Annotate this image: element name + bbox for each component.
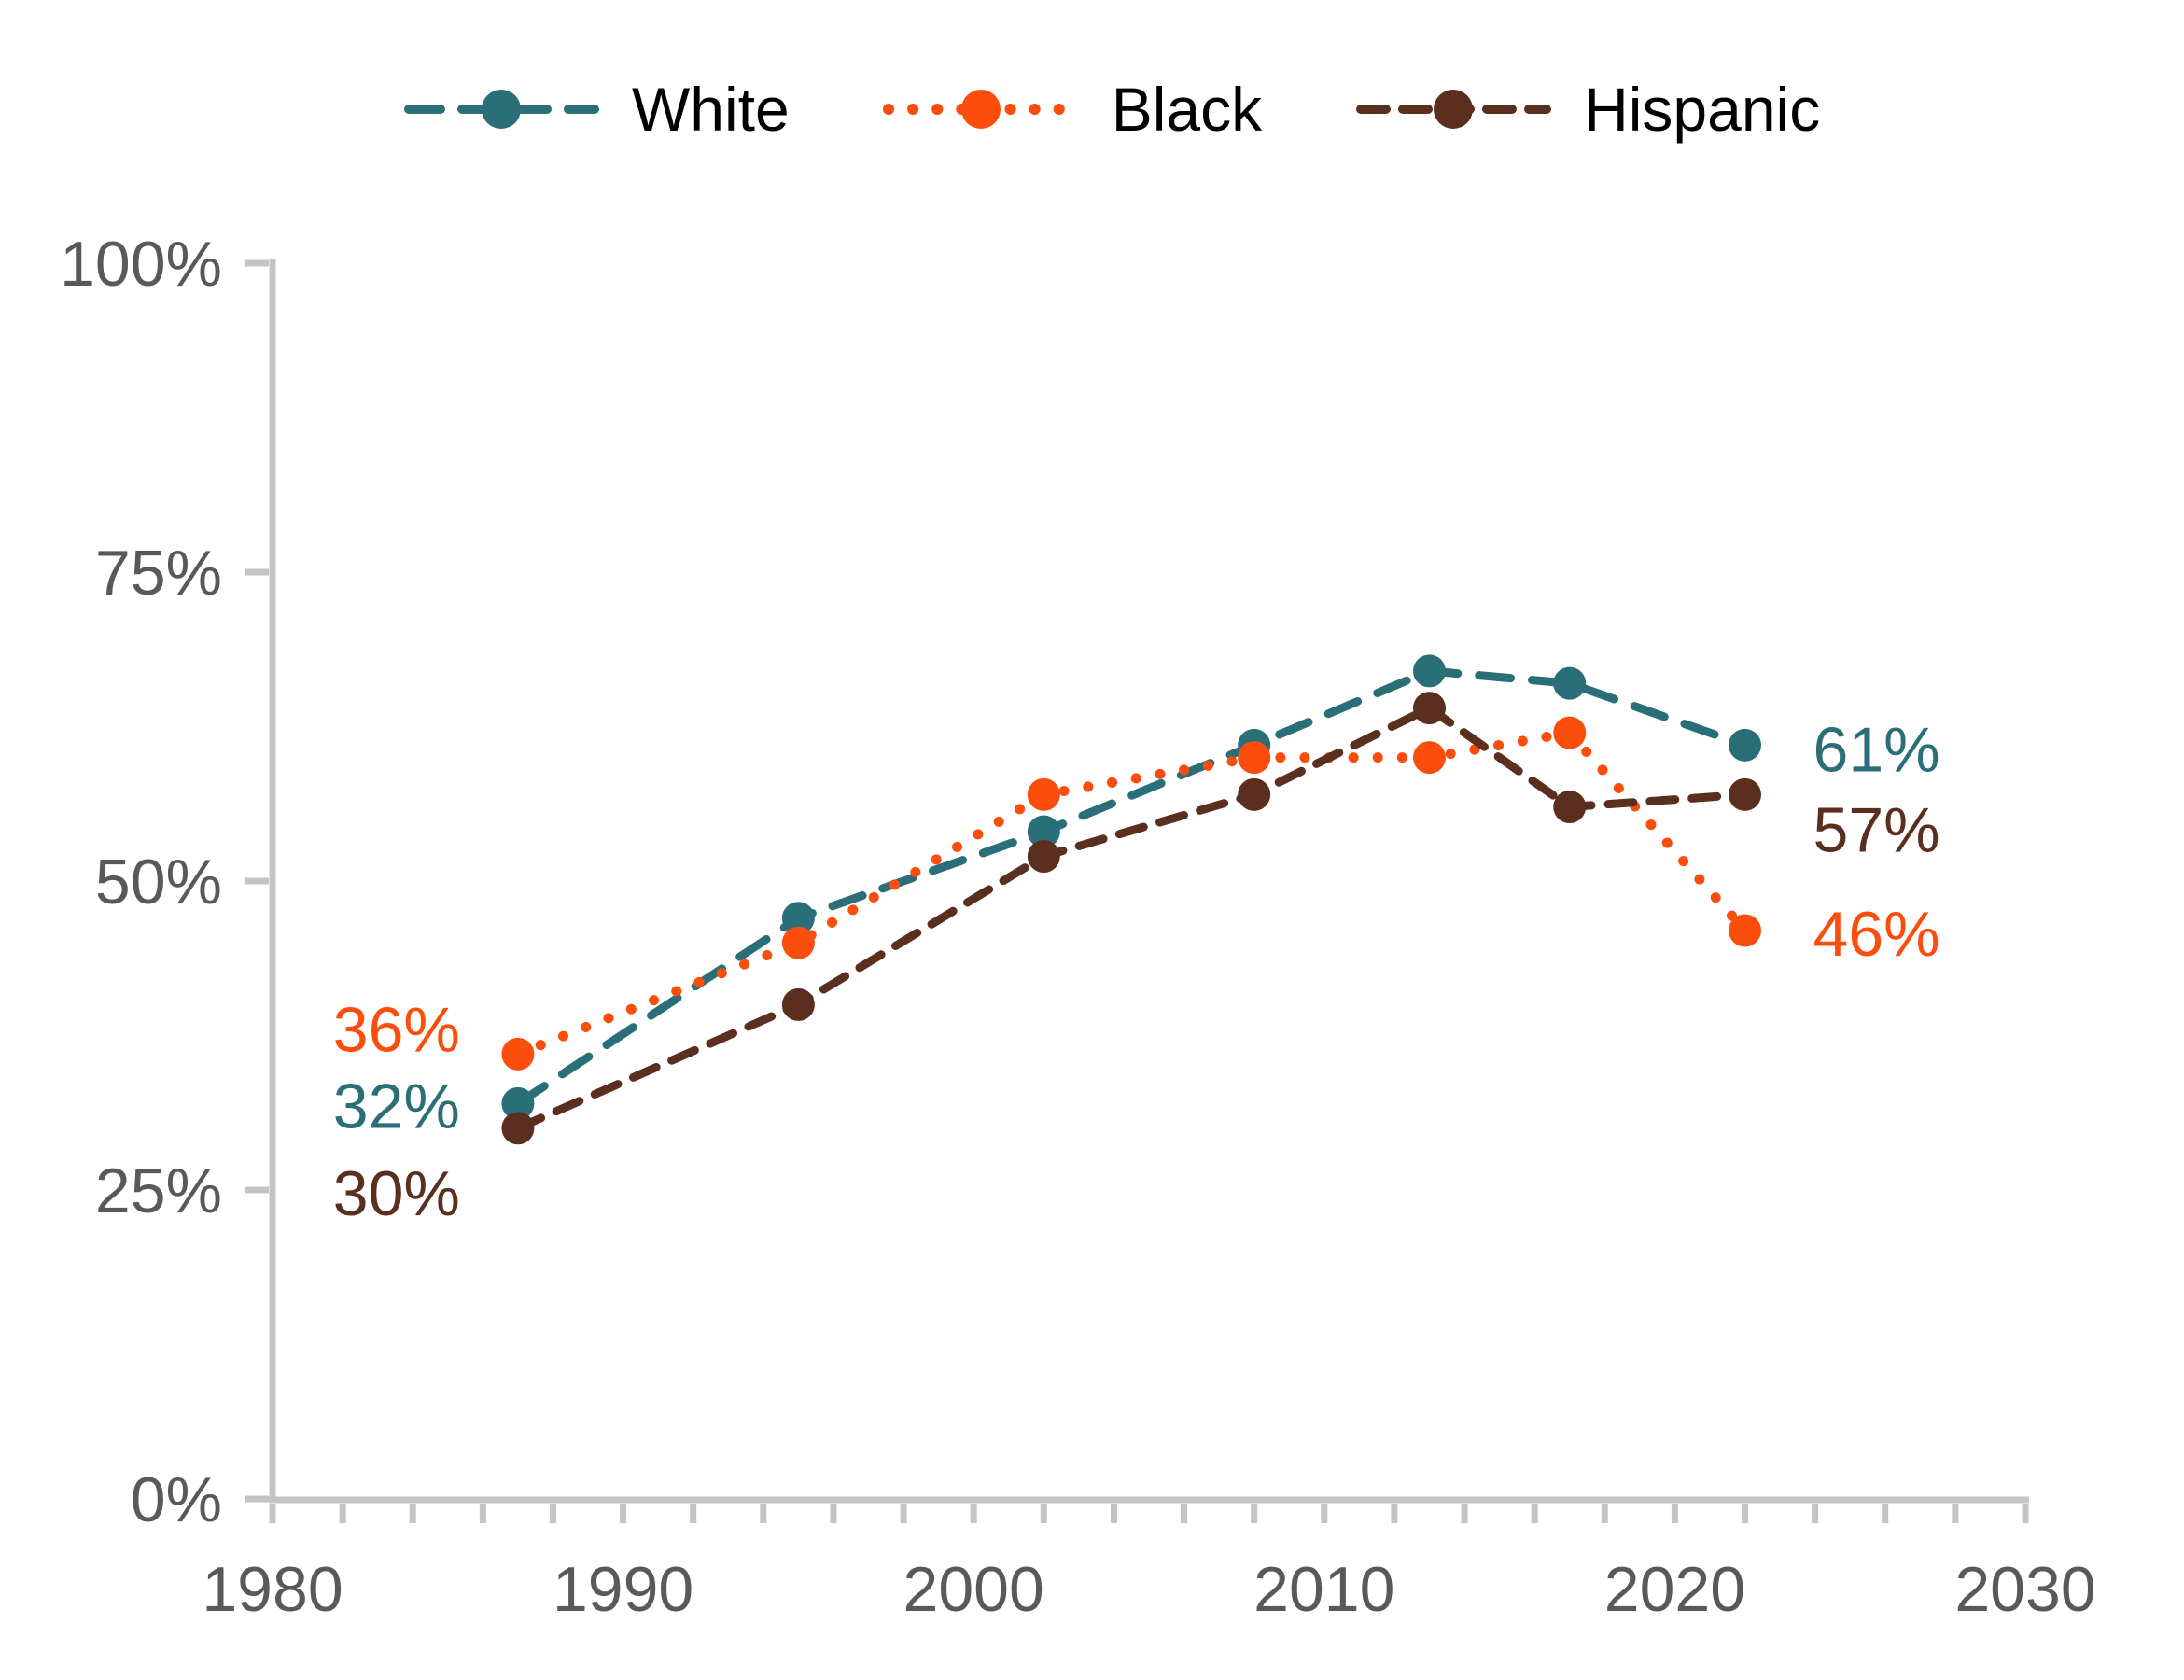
point-hispanic-1987 [501,1112,535,1145]
legend-label-hispanic: Hispanic [1584,75,1821,144]
point-black-2022 [1729,914,1762,947]
hispanic-dashed-line-icon [1356,90,1552,129]
y-tick-label: 25% [95,1155,222,1226]
white-dashed-line-icon [404,90,599,129]
point-white-1995 [781,902,815,935]
y-tick-label: 100% [60,229,222,300]
legend-marker-black [960,90,1001,129]
point-hispanic-2017 [1553,791,1587,824]
point-hispanic-2002 [1027,840,1060,874]
start-label-black: 36% [333,994,460,1065]
y-tick-label: 50% [95,847,222,917]
x-tick-label: 2000 [903,1554,1044,1625]
end-label-white: 61% [1813,714,1940,785]
axes [245,259,2029,1523]
point-black-2017 [1553,716,1587,749]
legend-item-hispanic: Hispanic [1353,78,1820,140]
point-white-2013 [1412,654,1446,688]
line-hispanic [513,704,1750,1133]
legend-label-white: White [632,75,790,144]
legend-marker-white [482,90,521,129]
start-label-white: 32% [333,1071,460,1141]
point-black-2013 [1412,741,1446,775]
point-hispanic-2008 [1238,777,1271,811]
series-black [501,716,1762,1071]
x-tick-label: 1990 [553,1554,693,1625]
tick-labels: 0% 25% 50% 75% 100% 1980 1990 2000 2010 2020 2030 [60,229,2096,1625]
point-black-2002 [1027,777,1060,811]
point-white-2022 [1729,728,1762,762]
line-black [512,727,1751,1059]
start-label-hispanic: 30% [333,1158,460,1229]
point-black-1987 [501,1037,535,1071]
legend-marker-hispanic [1434,90,1474,129]
end-label-black: 46% [1813,899,1940,970]
x-tick-label: 2010 [1253,1554,1394,1625]
x-tick-label: 1980 [202,1554,343,1625]
point-black-1995 [781,926,815,959]
point-black-2008 [1238,741,1271,775]
black-dotted-line-icon [882,90,1080,129]
point-hispanic-2013 [1412,692,1446,725]
point-white-2017 [1553,666,1587,700]
point-hispanic-2022 [1729,777,1762,811]
y-tick-label: 0% [131,1464,222,1535]
point-white-1987 [501,1086,535,1120]
legend-item-black: Black [881,78,1262,140]
end-label-hispanic: 57% [1813,794,1940,865]
x-tick-label: 2030 [1954,1554,2095,1625]
y-tick-label: 75% [95,538,222,609]
series-hispanic [501,692,1762,1145]
point-white-2002 [1027,815,1060,848]
x-tick-label: 2020 [1604,1554,1745,1625]
legend-label-black: Black [1111,75,1263,144]
chart-legend: White Black Hispanic [401,78,1820,140]
point-labels: 36%32% 30% 61% 57% 46% [333,714,1940,1228]
legend-item-white: White [401,78,790,140]
point-hispanic-1995 [781,987,815,1021]
